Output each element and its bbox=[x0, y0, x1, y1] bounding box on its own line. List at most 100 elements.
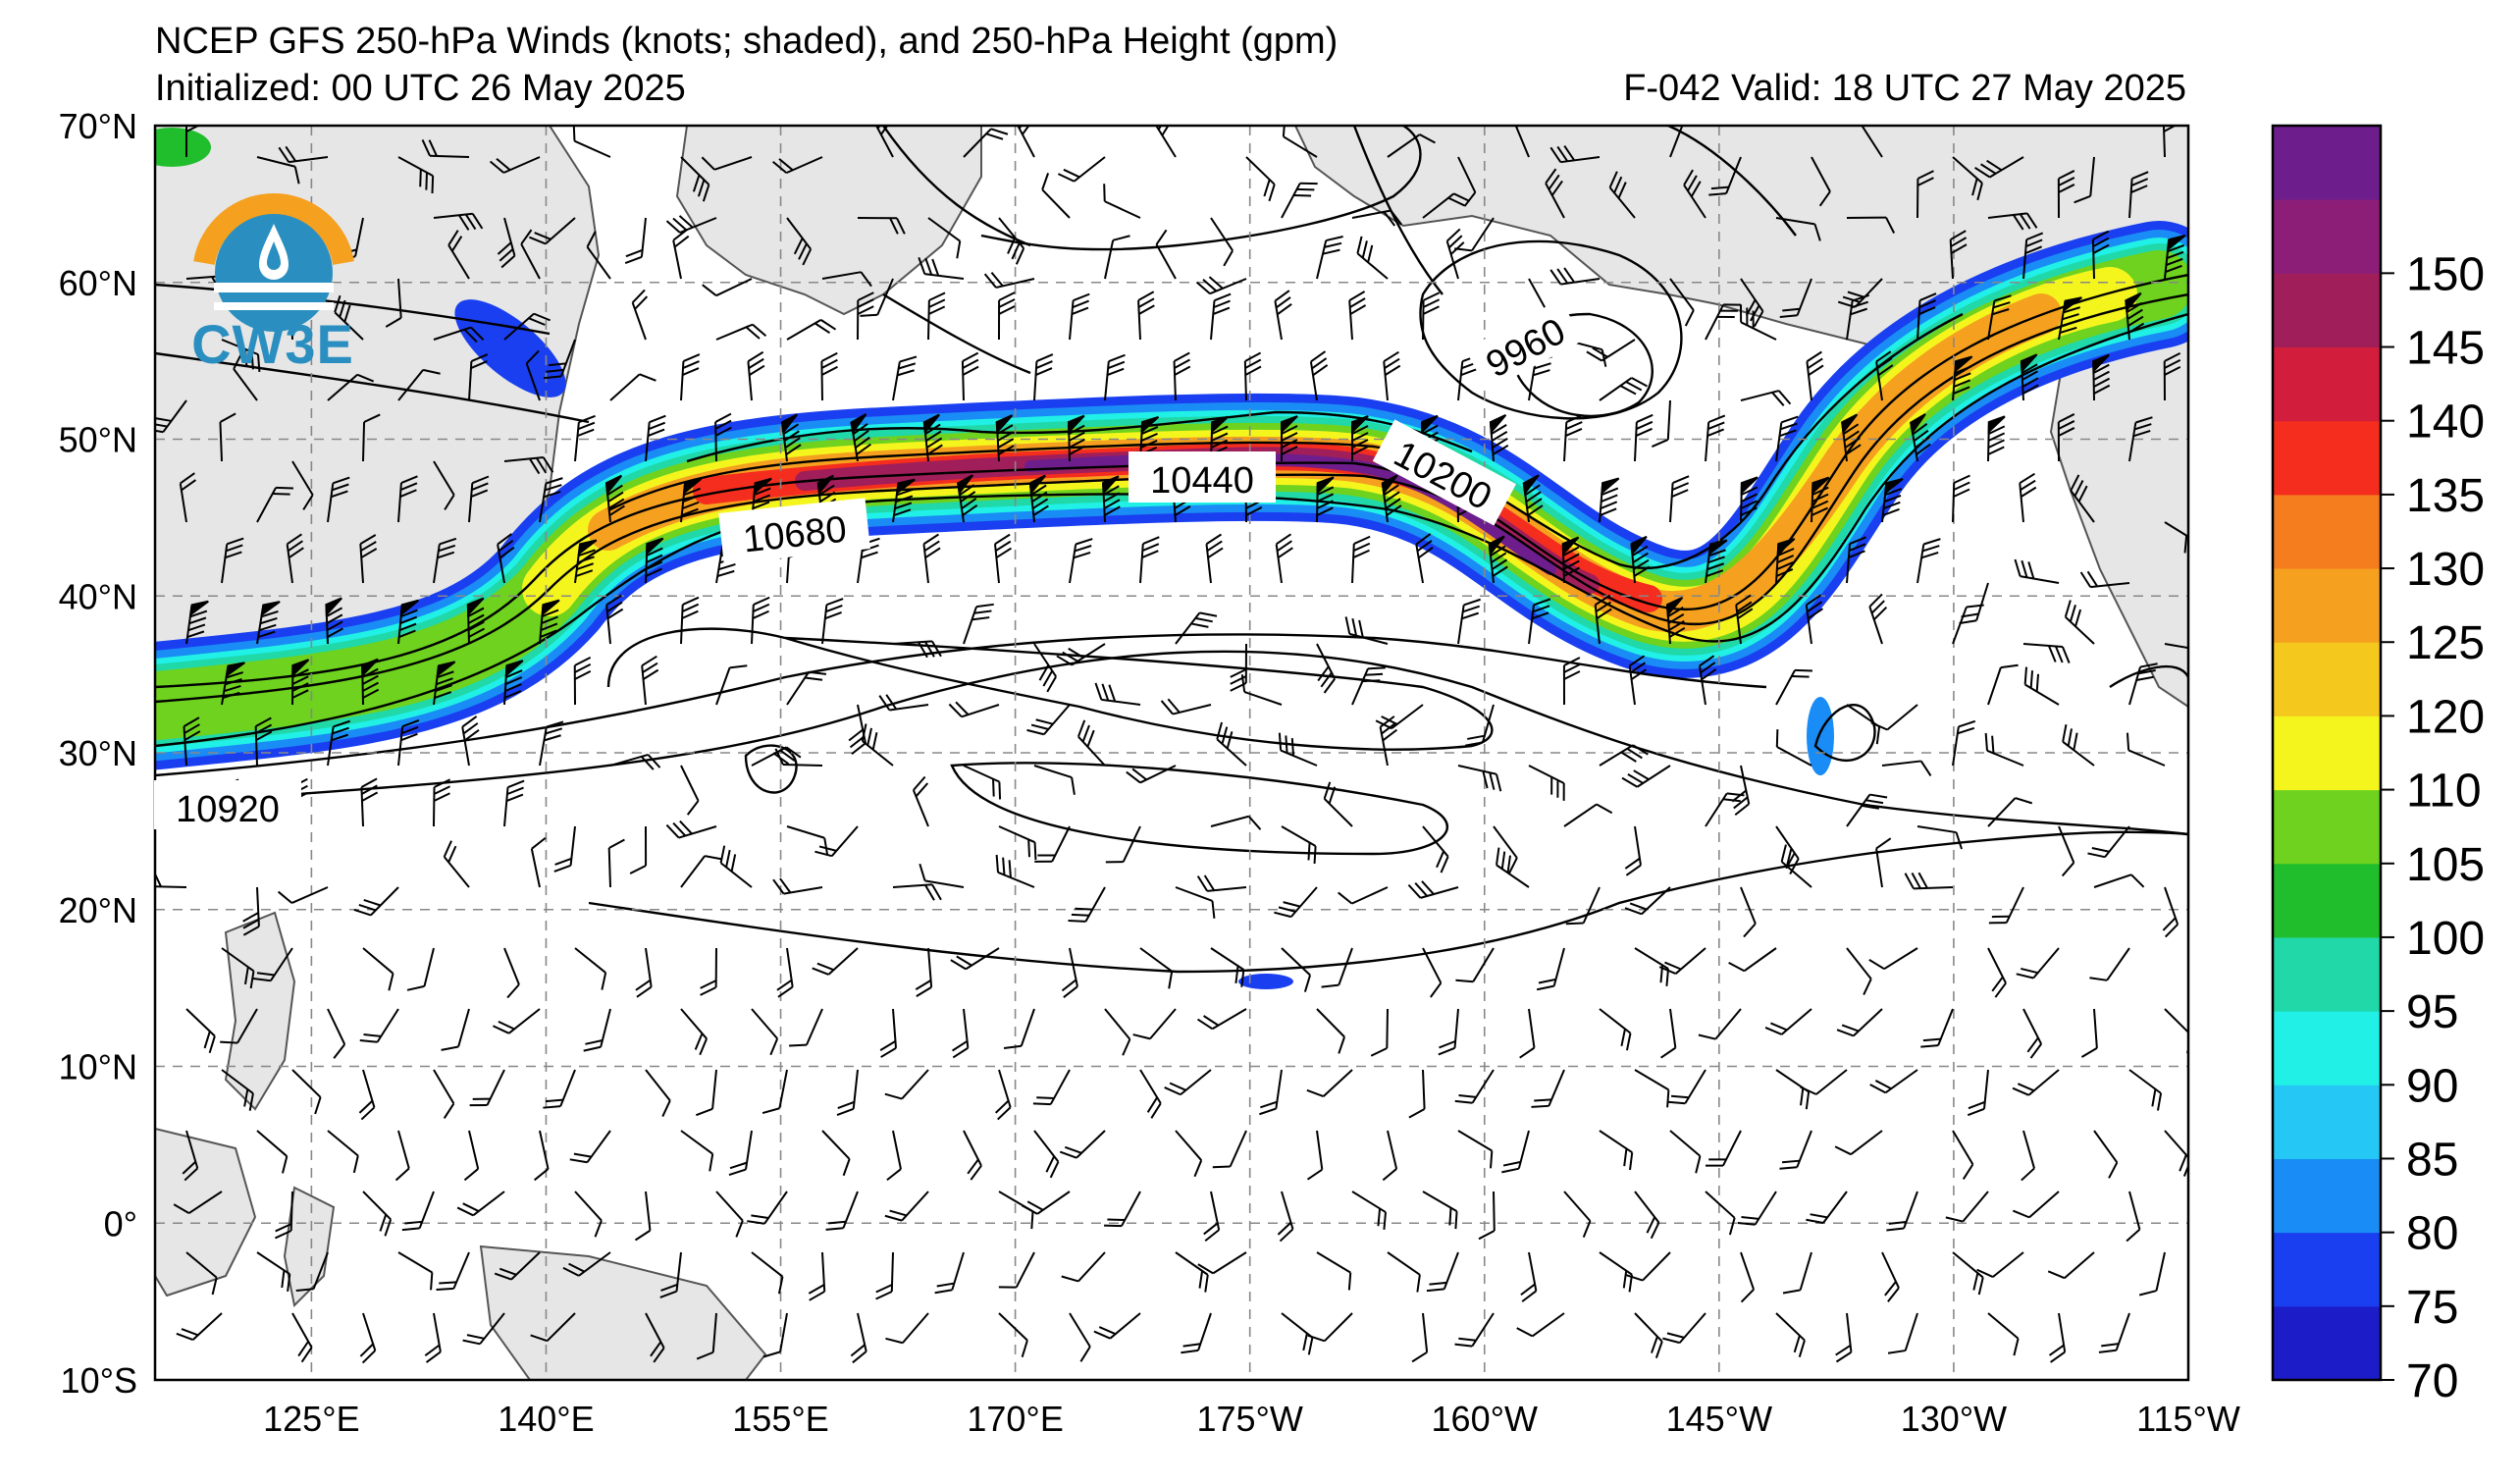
wind-barb bbox=[2080, 1008, 2098, 1058]
wind-barb bbox=[358, 1069, 376, 1121]
colorbar-label: 100 bbox=[2406, 913, 2485, 965]
wind-barb bbox=[1875, 837, 1892, 888]
colorbar-swatch bbox=[2273, 789, 2381, 865]
wind-barb bbox=[1216, 721, 1247, 767]
wind-barb bbox=[433, 661, 456, 706]
wind-barb bbox=[1422, 947, 1443, 998]
wind-barb bbox=[879, 1008, 898, 1058]
wind-barb bbox=[1846, 793, 1888, 827]
longitude-label: 125°E bbox=[263, 1399, 359, 1439]
wind-barb bbox=[2048, 1312, 2067, 1363]
wind-barb bbox=[645, 537, 664, 584]
wind-barb bbox=[1230, 643, 1247, 692]
wind-barb bbox=[993, 533, 1013, 584]
wind-barb bbox=[1545, 168, 1565, 219]
wind-barb bbox=[2064, 600, 2095, 645]
wind-barb bbox=[1028, 474, 1049, 523]
colorbar-swatch bbox=[2273, 936, 2381, 1012]
wind-barb bbox=[1137, 291, 1155, 341]
wind-barb bbox=[1870, 704, 1918, 731]
wind-barb bbox=[776, 947, 794, 998]
wind-barb bbox=[574, 414, 596, 462]
wind-barb bbox=[1105, 825, 1141, 864]
wind-barb bbox=[1549, 144, 1601, 164]
colorbar: 70 75 80 85 90 95 100 105 110 120 125 130 135 140 145 1… bbox=[2271, 124, 2485, 1407]
wind-barb bbox=[1667, 1069, 1706, 1105]
wind-barb bbox=[1536, 947, 1565, 991]
wind-barb bbox=[1634, 1312, 1663, 1358]
wind-barb bbox=[2089, 947, 2130, 981]
wind-barb bbox=[2057, 170, 2075, 219]
wind-barb bbox=[2047, 1251, 2095, 1280]
colorbar-label: 135 bbox=[2406, 470, 2485, 522]
wind-barb bbox=[629, 825, 648, 874]
wind-barb bbox=[586, 231, 611, 280]
wind-barb bbox=[1811, 156, 1831, 207]
wind-barb bbox=[820, 351, 838, 401]
wind-barb bbox=[254, 716, 273, 767]
wind-barb bbox=[1634, 1069, 1670, 1108]
wind-barb bbox=[327, 719, 350, 767]
wind-barb bbox=[1489, 413, 1509, 462]
wind-barb bbox=[919, 863, 965, 888]
wind-barb bbox=[1351, 209, 1402, 227]
wind-barb bbox=[780, 413, 802, 462]
wind-barb bbox=[1104, 353, 1126, 401]
wind-barb bbox=[1916, 825, 1963, 850]
wind-barb bbox=[503, 312, 551, 341]
wind-barb bbox=[469, 1069, 505, 1107]
wind-barb bbox=[814, 825, 859, 858]
wind-barb bbox=[397, 1251, 434, 1291]
wind-barb bbox=[441, 1008, 470, 1051]
wind-barb bbox=[1033, 1130, 1060, 1179]
wind-barb bbox=[696, 1312, 717, 1360]
wind-barb bbox=[995, 414, 1015, 462]
wind-barb bbox=[1531, 1069, 1565, 1108]
colorbar-swatch bbox=[2273, 346, 2381, 422]
wind-barb bbox=[397, 599, 419, 645]
wind-barb bbox=[1881, 1251, 1900, 1302]
wind-barb bbox=[1316, 1008, 1346, 1054]
wind-barb bbox=[1003, 1008, 1035, 1050]
colorbar-swatch bbox=[2273, 1232, 2381, 1307]
wind-barb bbox=[1243, 351, 1262, 401]
sulawesi-island bbox=[283, 1186, 336, 1308]
wind-barb bbox=[927, 217, 962, 259]
wind-barb bbox=[1281, 1312, 1314, 1355]
wind-barb bbox=[1493, 825, 1518, 874]
wind-barb bbox=[1210, 947, 1245, 987]
wind-barb bbox=[1563, 414, 1584, 462]
wind-barb bbox=[1660, 1008, 1677, 1059]
wind-barb bbox=[857, 291, 874, 341]
wind-barb bbox=[747, 1191, 788, 1225]
wind-barb bbox=[1093, 1312, 1141, 1340]
wind-barb bbox=[185, 1251, 218, 1296]
wind-barb bbox=[1139, 1069, 1162, 1119]
wind-barb bbox=[461, 715, 480, 767]
wind-barb bbox=[915, 947, 933, 997]
wind-barb bbox=[696, 1069, 717, 1117]
longitude-label: 170°E bbox=[967, 1399, 1063, 1439]
wind-barb bbox=[2093, 1130, 2119, 1179]
colorbar-label: 85 bbox=[2406, 1134, 2458, 1186]
wind-barb bbox=[1665, 597, 1686, 645]
wind-barb bbox=[963, 128, 1009, 158]
wind-barb bbox=[645, 1069, 671, 1117]
wind-barb bbox=[334, 294, 364, 341]
wind-barb bbox=[497, 533, 515, 584]
wind-barb bbox=[468, 353, 489, 401]
wind-barb bbox=[1496, 847, 1530, 888]
wind-barb bbox=[1383, 350, 1401, 401]
wind-barb bbox=[1683, 169, 1706, 219]
wind-barb bbox=[1323, 781, 1353, 827]
wind-barb bbox=[884, 1069, 929, 1100]
wind-barb bbox=[1561, 536, 1580, 584]
wind-barb bbox=[1408, 1069, 1426, 1119]
wind-barb bbox=[155, 870, 187, 888]
lat-lon-grid bbox=[155, 126, 2188, 1380]
colorbar-swatch bbox=[2273, 863, 2381, 938]
wind-barb bbox=[747, 350, 765, 401]
wind-barb bbox=[983, 271, 1035, 289]
wind-barb bbox=[1904, 872, 1954, 890]
